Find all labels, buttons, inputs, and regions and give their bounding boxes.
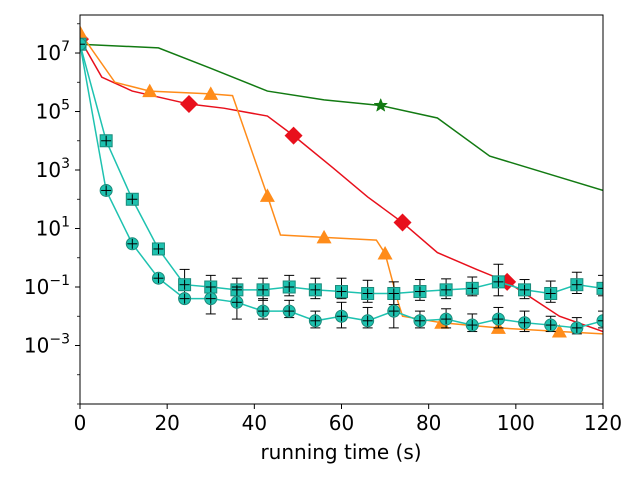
y-tick-label: 101 xyxy=(36,215,70,241)
triangle-marker xyxy=(203,86,219,100)
series-teal-circle xyxy=(80,37,603,335)
triangle-marker xyxy=(80,25,88,39)
x-tick-label: 80 xyxy=(416,411,441,435)
x-tick-label: 120 xyxy=(584,411,622,435)
diamond-marker xyxy=(393,213,412,232)
y-tick-label: 10−3 xyxy=(24,332,70,358)
plot-frame xyxy=(79,14,604,405)
series-layer xyxy=(80,25,603,338)
series-teal-square xyxy=(80,37,603,306)
y-tick-label: 10−1 xyxy=(24,273,70,299)
x-tick-label: 20 xyxy=(154,411,179,435)
y-tick-label: 105 xyxy=(36,98,70,124)
triangle-marker xyxy=(377,245,393,260)
series-green xyxy=(80,43,603,192)
triangle-marker xyxy=(316,229,332,244)
x-tick-label: 60 xyxy=(329,411,354,435)
diamond-marker xyxy=(179,95,198,114)
y-tick-label: 107 xyxy=(36,39,70,65)
y-tick-label: 103 xyxy=(36,156,70,182)
x-tick-label: 40 xyxy=(242,411,267,435)
x-axis-label: running time (s) xyxy=(260,440,421,464)
triangle-marker xyxy=(142,83,158,98)
triangle-marker xyxy=(259,188,275,202)
series-line xyxy=(80,43,603,192)
x-tick-label: 100 xyxy=(497,411,535,435)
triangle-marker xyxy=(551,324,567,338)
axes-layer: 0 20 40 60 80 100 120 10−3 10−1 101 103 105 107 xyxy=(24,23,622,435)
series-line xyxy=(80,44,603,295)
diamond-marker xyxy=(284,126,303,145)
star-marker xyxy=(373,97,389,112)
x-tick-label: 0 xyxy=(74,411,87,435)
